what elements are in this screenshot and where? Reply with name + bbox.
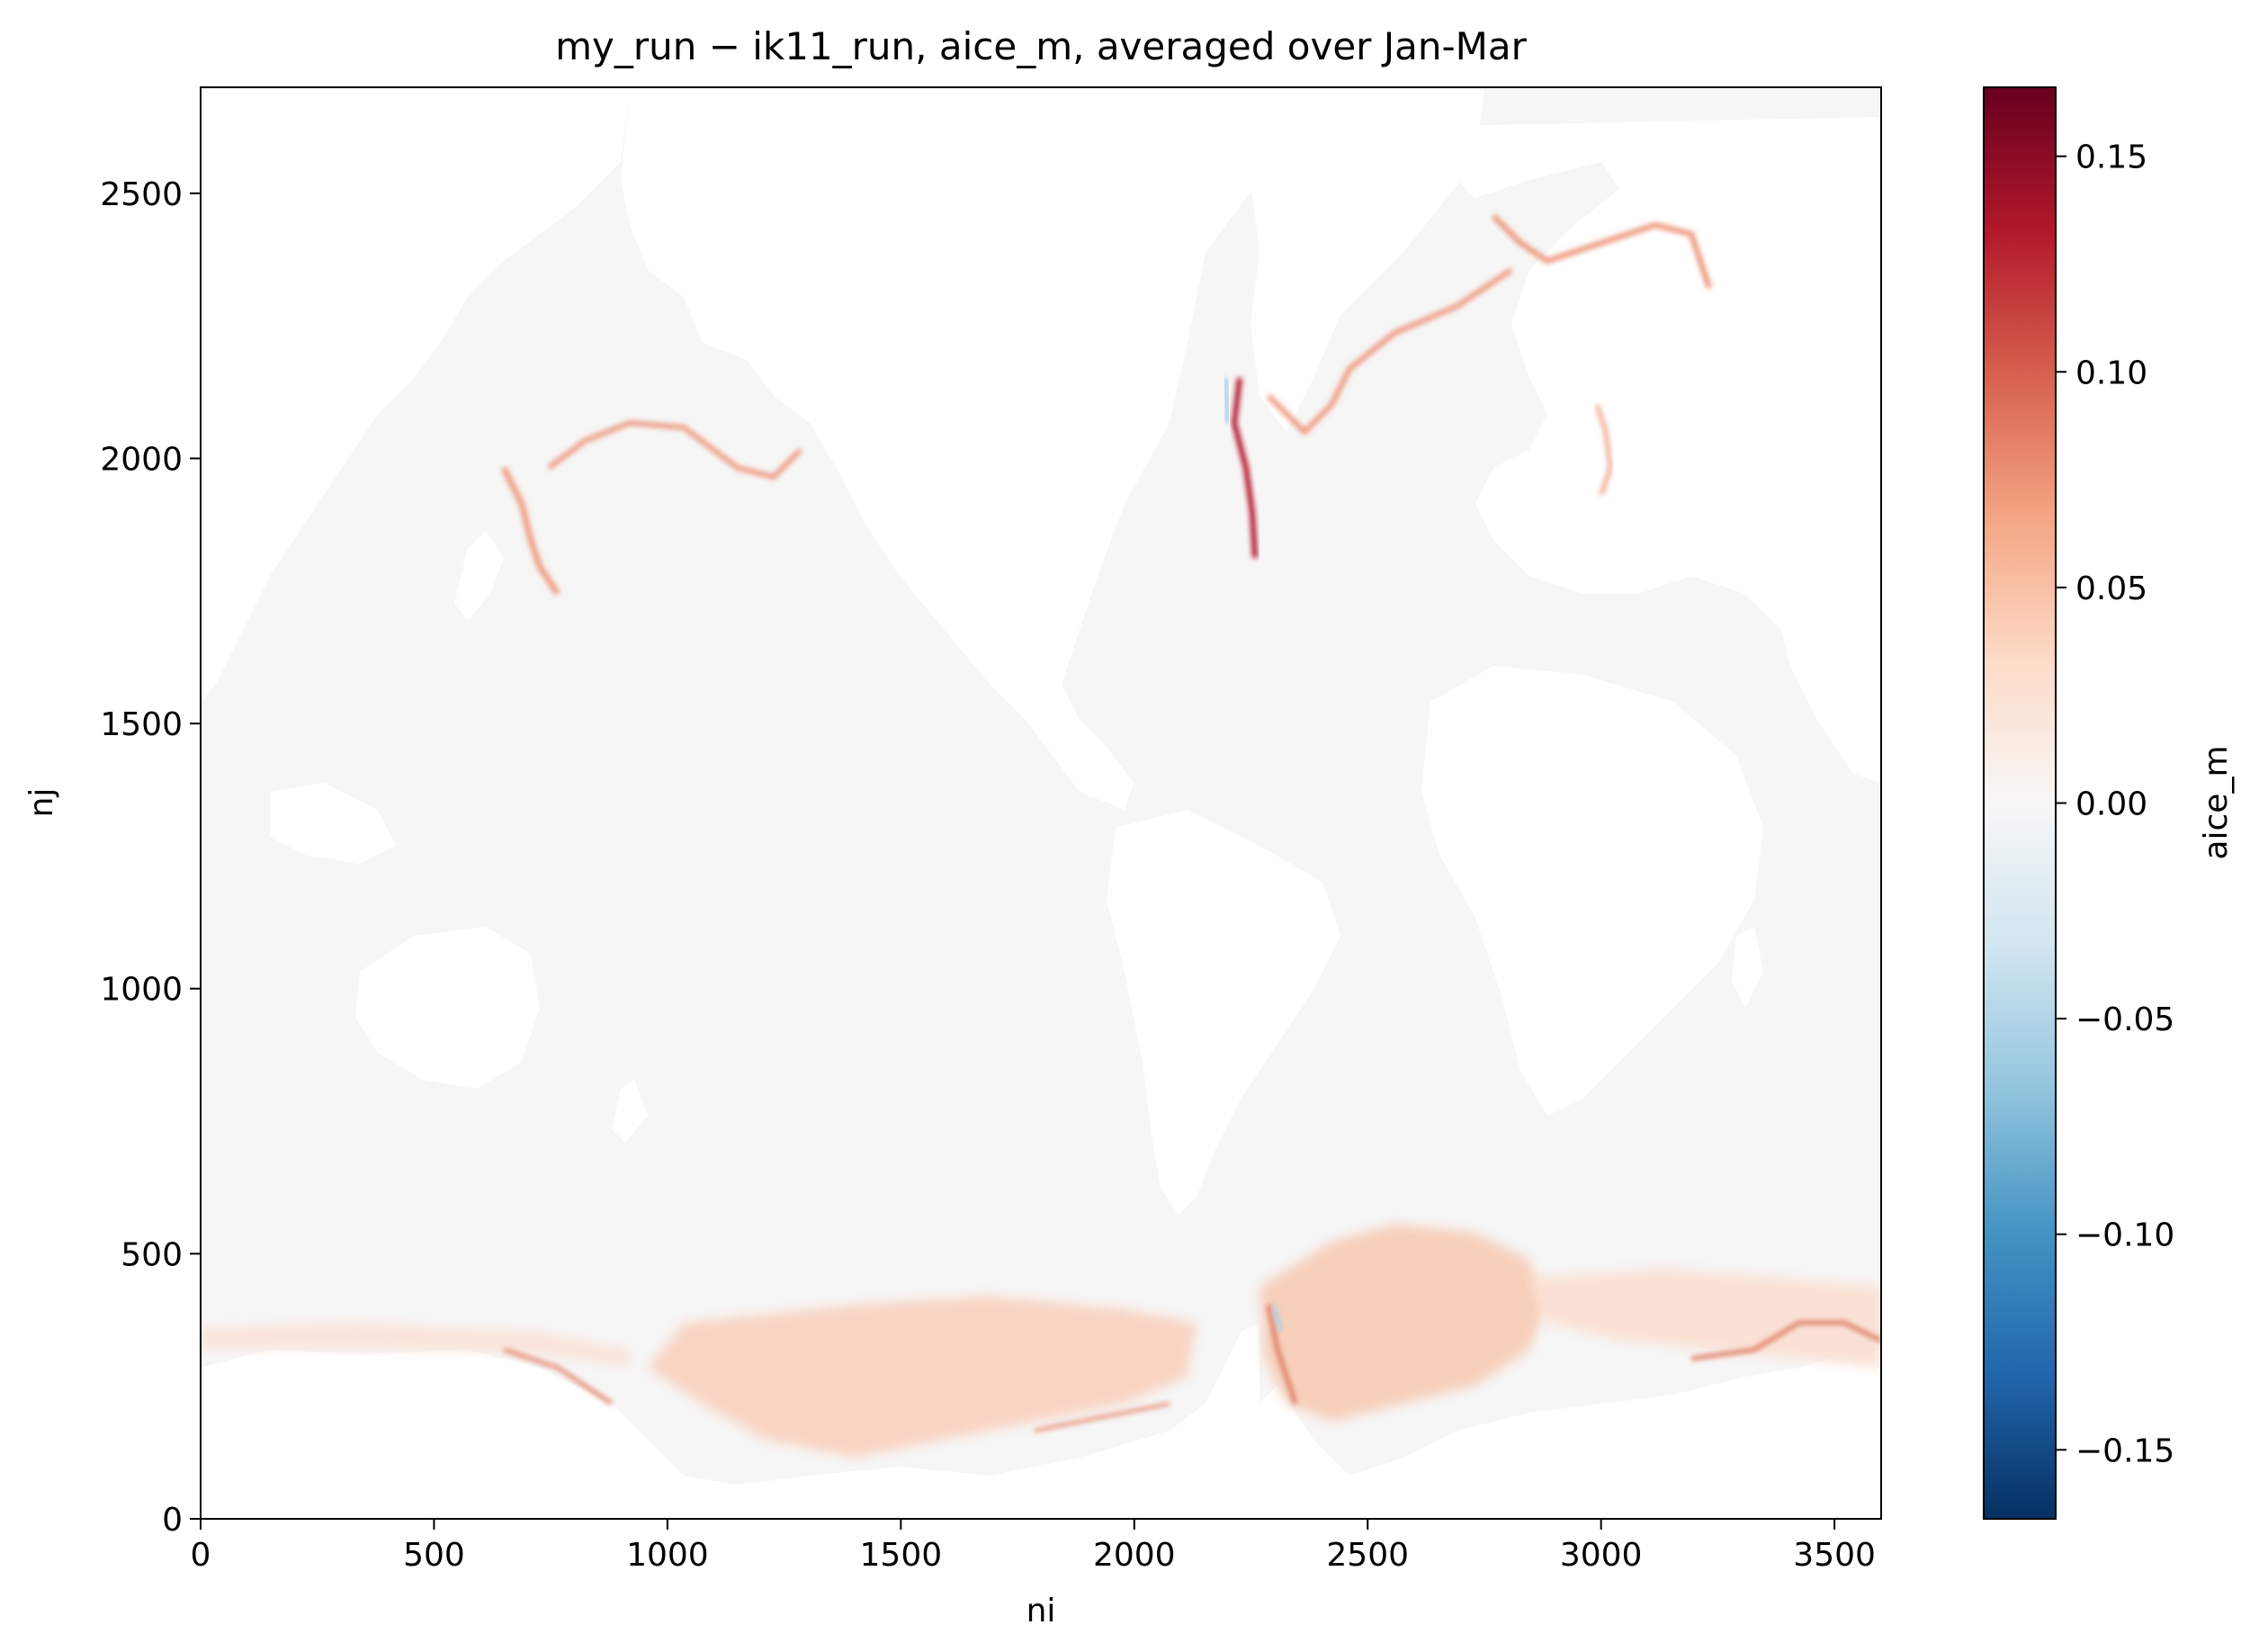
colorbar-tick-label: −0.15 (2075, 1432, 2174, 1469)
land-madagascar (1732, 927, 1763, 1008)
x-tick-label: 1000 (626, 1537, 709, 1574)
colorbar-label: aice_m (2198, 745, 2235, 859)
land-antarctica-east (1260, 1350, 1881, 1519)
colorbar: −0.15 −0.10 −0.05 0.00 0.05 0.10 0.15 aice_m (1983, 86, 2235, 1520)
y-tick-label: 500 (121, 1236, 183, 1273)
anomaly-bering (547, 419, 803, 480)
y-tick-label: 2500 (100, 176, 183, 213)
land-japan (454, 531, 504, 621)
land-australia (355, 927, 540, 1089)
anomaly-ross-sector (648, 1296, 1197, 1458)
x-tick-label: 500 (403, 1537, 465, 1574)
anomaly-weddell (1260, 1224, 1547, 1422)
x-tick-label: 3000 (1560, 1537, 1643, 1574)
y-tick-label: 1500 (100, 706, 183, 743)
colorbar-tick-label: 0.00 (2075, 786, 2147, 823)
y-axis: 0 500 1000 1500 2000 2500 (100, 176, 201, 1539)
land-new-zealand (612, 1080, 648, 1143)
x-axis-label: ni (1026, 1593, 1056, 1630)
land-eurasia (1439, 117, 1881, 783)
land-scandinavia (1565, 261, 1646, 378)
plot-area (201, 87, 1881, 1519)
land-mask (201, 90, 1881, 1519)
land-greenland (1242, 90, 1484, 432)
anomaly-labrador (1231, 377, 1258, 559)
anomaly-greenland-east (1266, 267, 1513, 436)
chart-title: my_run − ik11_run, aice_m, averaged over… (555, 24, 1528, 68)
land-antarctica-west (201, 1323, 1260, 1519)
land-asia-west-edge (201, 90, 630, 702)
anomaly-antarctic-coast-west (503, 1347, 614, 1406)
land-africa (1421, 666, 1763, 1116)
anomaly-okhotsk (500, 466, 560, 596)
y-tick-label: 2000 (100, 441, 183, 478)
axes-frame (200, 86, 1882, 1520)
anomaly-southern-east (1529, 1269, 1881, 1368)
y-tick-label: 0 (162, 1502, 183, 1539)
anomaly-antarctic-coast-east (1690, 1320, 1881, 1361)
land-south-america (1107, 810, 1340, 1215)
x-tick-label: 3500 (1793, 1537, 1876, 1574)
colorbar-bar (1983, 86, 2057, 1520)
colorbar-tick-label: 0.10 (2075, 355, 2147, 391)
anomaly-negative-weddell (1270, 1304, 1285, 1333)
anomaly-negative-hudson (1223, 377, 1231, 424)
anomaly-layer (201, 213, 1881, 1458)
x-axis: 0 500 1000 1500 2000 2500 3000 3500 (191, 1519, 1876, 1574)
colorbar-tick-label: −0.10 (2075, 1217, 2174, 1254)
x-tick-label: 2500 (1326, 1537, 1409, 1574)
colorbar-ticks: −0.15 −0.10 −0.05 0.00 0.05 0.10 0.15 (2056, 139, 2174, 1469)
land-north-america (621, 90, 1260, 810)
x-tick-label: 2000 (1093, 1537, 1176, 1574)
land-indonesia (270, 783, 396, 864)
anomaly-barents (1491, 213, 1712, 289)
x-tick-label: 1500 (860, 1537, 943, 1574)
x-tick-label: 0 (191, 1537, 211, 1574)
colorbar-tick-label: 0.05 (2075, 570, 2147, 607)
anomaly-antarctic-coast-weddell (1266, 1304, 1298, 1405)
y-tick-label: 1000 (100, 972, 183, 1009)
colorbar-tick-label: −0.05 (2075, 1001, 2174, 1038)
anomaly-baltic (1594, 404, 1613, 496)
y-axis-label: nj (23, 788, 60, 818)
colorbar-tick-label: 0.15 (2075, 139, 2147, 176)
anomaly-antarctic-coast-ross (1034, 1402, 1170, 1432)
anomaly-southern-west (201, 1323, 630, 1368)
